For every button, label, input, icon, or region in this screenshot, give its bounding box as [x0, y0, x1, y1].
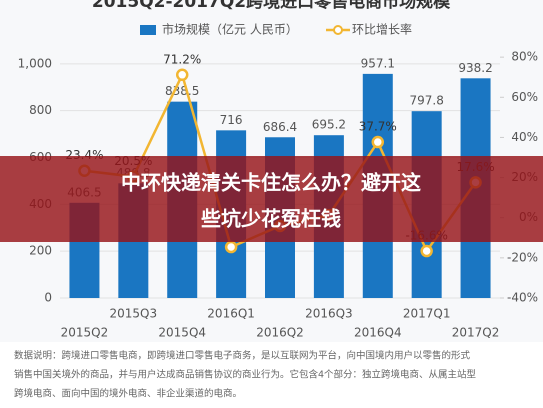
legend-label: 环比增长率: [352, 22, 412, 37]
x-tick-label: 2015Q2: [61, 326, 109, 340]
bar-value-label: 957.1: [361, 56, 395, 70]
y2-tick-label: 40%: [511, 130, 538, 144]
bar-value-label: 695.2: [312, 118, 346, 132]
x-tick-label: 2016Q1: [207, 307, 255, 321]
note-text: 跨境电商、面向中国的境外电商、非企业渠道的电商。: [14, 388, 242, 400]
bar-value-label: 686.4: [263, 120, 297, 134]
line-point: [420, 244, 433, 258]
overlay-text: 些坑少花冤枉钱: [201, 207, 341, 231]
line-point: [371, 135, 385, 149]
x-tick-label: 2016Q3: [305, 307, 353, 321]
line-point: [175, 68, 189, 82]
bar-value-label: 797.8: [409, 94, 443, 108]
x-tick-label: 2015Q3: [110, 307, 158, 321]
legend-swatch: [333, 25, 343, 35]
bar-value-label: 716: [220, 113, 243, 127]
x-tick-label: 2015Q4: [158, 326, 206, 340]
x-tick-label: 2017Q2: [452, 326, 500, 340]
overlay-text: 中环快递清关卡住怎么办？避开这: [121, 171, 421, 195]
legend-swatch: [140, 25, 156, 35]
note-area: [0, 342, 543, 408]
chart-title: 2015Q2-2017Q2跨境进口零售电商市场规模: [92, 0, 451, 12]
y-tick-label: 200: [29, 244, 52, 258]
x-tick-label: 2017Q1: [403, 307, 451, 321]
y-tick-label: 0: [44, 291, 52, 305]
y2-tick-label: 60%: [511, 90, 538, 104]
x-tick-label: 2016Q4: [354, 326, 402, 340]
y2-tick-label: -40%: [507, 291, 538, 305]
y-tick-label: 1,000: [18, 56, 52, 70]
x-tick-label: 2016Q2: [256, 326, 304, 340]
y2-tick-label: 80%: [511, 50, 538, 64]
bar-value-label: 838.5: [165, 84, 199, 98]
y-tick-label: 800: [29, 103, 52, 117]
legend-label: 市场规模（亿元 人民币）: [162, 22, 298, 37]
bar-value-label: 938.2: [458, 61, 492, 75]
overlay-band: [0, 156, 543, 242]
line-value-label: 71.2%: [163, 52, 201, 66]
note-text: 数据说明：跨境进口零售电商，即跨境进口零售电子商务，是以互联网为平台，向中国境内…: [14, 350, 471, 362]
y2-tick-label: -20%: [507, 250, 538, 264]
note-text: 销售中国关境外的商品，并与用户达成商品销售协议的商业行为。它包含4个部分：独立跨…: [14, 369, 477, 381]
line-point: [224, 240, 238, 254]
line-value-label: 37.7%: [359, 120, 397, 134]
